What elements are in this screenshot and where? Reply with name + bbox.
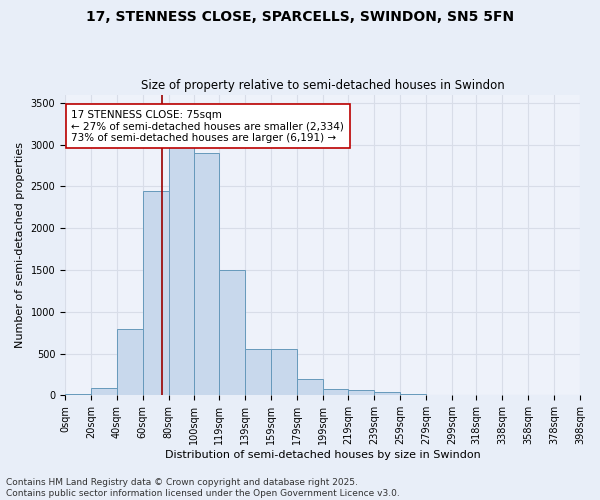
Text: Contains HM Land Registry data © Crown copyright and database right 2025.
Contai: Contains HM Land Registry data © Crown c… — [6, 478, 400, 498]
Bar — [400, 394, 426, 396]
Bar — [169, 120, 194, 396]
Bar — [296, 378, 323, 396]
Bar — [271, 350, 296, 396]
Bar — [65, 394, 91, 396]
Y-axis label: Number of semi-detached properties: Number of semi-detached properties — [15, 142, 25, 348]
Bar — [117, 328, 143, 396]
Bar — [349, 390, 374, 396]
Bar — [219, 270, 245, 396]
Bar — [91, 388, 117, 396]
X-axis label: Distribution of semi-detached houses by size in Swindon: Distribution of semi-detached houses by … — [164, 450, 481, 460]
Title: Size of property relative to semi-detached houses in Swindon: Size of property relative to semi-detach… — [140, 79, 505, 92]
Bar — [194, 153, 219, 396]
Text: 17, STENNESS CLOSE, SPARCELLS, SWINDON, SN5 5FN: 17, STENNESS CLOSE, SPARCELLS, SWINDON, … — [86, 10, 514, 24]
Text: 17 STENNESS CLOSE: 75sqm
← 27% of semi-detached houses are smaller (2,334)
73% o: 17 STENNESS CLOSE: 75sqm ← 27% of semi-d… — [71, 110, 344, 143]
Bar — [374, 392, 400, 396]
Bar — [143, 190, 169, 396]
Bar — [245, 350, 271, 396]
Bar — [323, 388, 349, 396]
